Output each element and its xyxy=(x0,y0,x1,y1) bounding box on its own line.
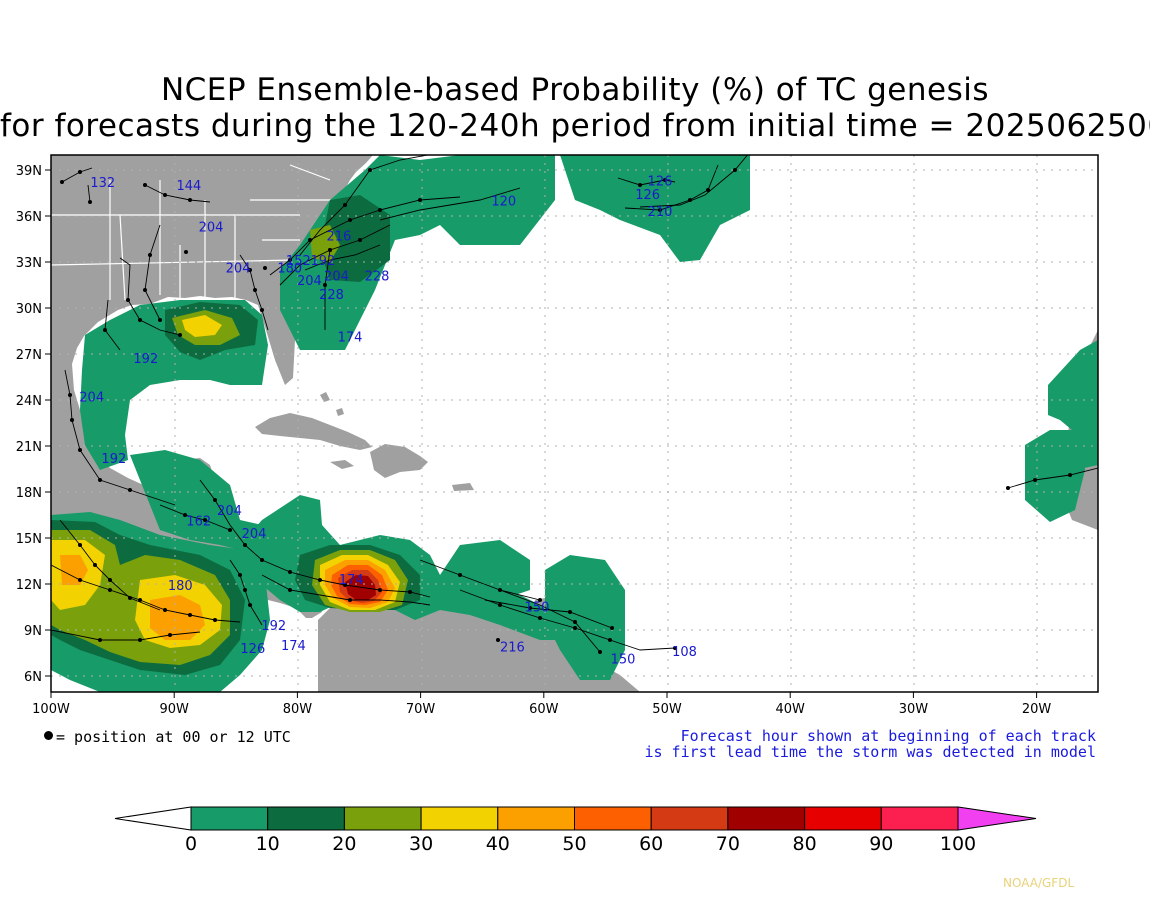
chart-title-line-1: NCEP Ensemble-based Probability (%) of T… xyxy=(160,72,990,108)
map-frame xyxy=(50,154,1099,693)
forecast-hour-label: 150 xyxy=(611,653,636,668)
lon-label: 80W xyxy=(283,702,313,717)
forecast-hour-label: 126 xyxy=(635,188,660,203)
forecast-hour-label: 210 xyxy=(648,205,673,220)
forecast-hour-label: 204 xyxy=(242,527,267,542)
forecast-hour-label: 192 xyxy=(261,619,286,634)
forecast-hour-label: 144 xyxy=(176,179,201,194)
forecast-hour-label: 126 xyxy=(240,642,265,657)
lat-label: 36N xyxy=(16,210,42,225)
position-marker-dot xyxy=(44,731,53,740)
forecast-hour-label: 204 xyxy=(226,262,251,277)
grid-lines xyxy=(51,155,1098,692)
lon-label: 70W xyxy=(406,702,436,717)
lat-label: 9N xyxy=(24,624,42,639)
forecast-hour-label: 108 xyxy=(672,645,697,660)
forecast-hour-note-line-1: Forecast hour shown at beginning of each… xyxy=(680,727,1096,745)
lat-label: 30N xyxy=(16,302,42,317)
south-america-land xyxy=(318,588,640,692)
forecast-hour-label: 126 xyxy=(648,174,673,189)
jamaica xyxy=(330,460,354,469)
lat-label: 33N xyxy=(16,256,42,271)
cuba xyxy=(255,413,372,450)
forecast-hour-label: 216 xyxy=(500,640,525,655)
lat-label: 15N xyxy=(16,532,42,547)
forecast-hour-label: 180 xyxy=(168,579,193,594)
forecast-hour-label: 216 xyxy=(327,230,352,245)
forecast-hour-label: 132 xyxy=(90,176,115,191)
lat-label: 39N xyxy=(16,164,42,179)
puerto-rico xyxy=(452,483,474,491)
latitude-axis: 39N 36N 33N 30N 27N 24N 21N 18N 15N 12N 9N 6N xyxy=(16,164,51,685)
forecast-hour-label: 192 xyxy=(311,254,336,269)
forecast-hour-label: 228 xyxy=(365,269,390,284)
forecast-hour-label: 192 xyxy=(133,352,158,367)
forecast-hour-label: 204 xyxy=(79,390,104,405)
position-marker-legend: = position at 00 or 12 UTC xyxy=(56,728,291,746)
forecast-hour-label: 152 xyxy=(286,254,311,269)
forecast-hour-label: 204 xyxy=(324,269,349,284)
chart-title-line-2: for forecasts during the 120-240h period… xyxy=(0,108,1150,144)
lat-label: 27N xyxy=(16,348,42,363)
lon-label: 30W xyxy=(899,702,929,717)
forecast-hour-label: 204 xyxy=(199,220,224,235)
lat-label: 12N xyxy=(16,578,42,593)
lat-label: 18N xyxy=(16,486,42,501)
forecast-hour-label: 228 xyxy=(319,288,344,303)
bahamas xyxy=(320,392,344,416)
lat-label: 24N xyxy=(16,394,42,409)
forecast-hour-label: 180 xyxy=(277,262,302,277)
credit-text: NOAA/GFDL xyxy=(1003,876,1075,890)
longitude-axis: 100W 90W 80W 70W 60W 50W 40W 30W 20W xyxy=(32,692,1051,717)
forecast-hour-label: 204 xyxy=(297,274,322,289)
probability-shading xyxy=(51,155,1098,692)
lon-label: 40W xyxy=(775,702,805,717)
lon-label: 20W xyxy=(1022,702,1052,717)
forecast-hour-note-line-2: is first lead time the storm was detecte… xyxy=(644,743,1096,761)
hispaniola xyxy=(370,444,428,478)
lon-label: 90W xyxy=(159,702,189,717)
forecast-hour-label: 192 xyxy=(101,452,126,467)
forecast-hour-label: 174 xyxy=(281,639,306,654)
lon-label: 60W xyxy=(529,702,559,717)
forecast-hour-label: 174 xyxy=(339,573,364,588)
lon-label: 100W xyxy=(32,702,70,717)
lat-label: 6N xyxy=(24,670,42,685)
forecast-hour-label: 120 xyxy=(491,194,516,209)
track-position-dots xyxy=(60,168,1072,654)
lon-label: 50W xyxy=(652,702,682,717)
lat-label: 21N xyxy=(16,440,42,455)
forecast-hour-label: 162 xyxy=(186,515,211,530)
forecast-hour-label: 150 xyxy=(525,601,550,616)
forecast-hour-label: 174 xyxy=(338,331,363,346)
forecast-hour-label: 204 xyxy=(217,504,242,519)
